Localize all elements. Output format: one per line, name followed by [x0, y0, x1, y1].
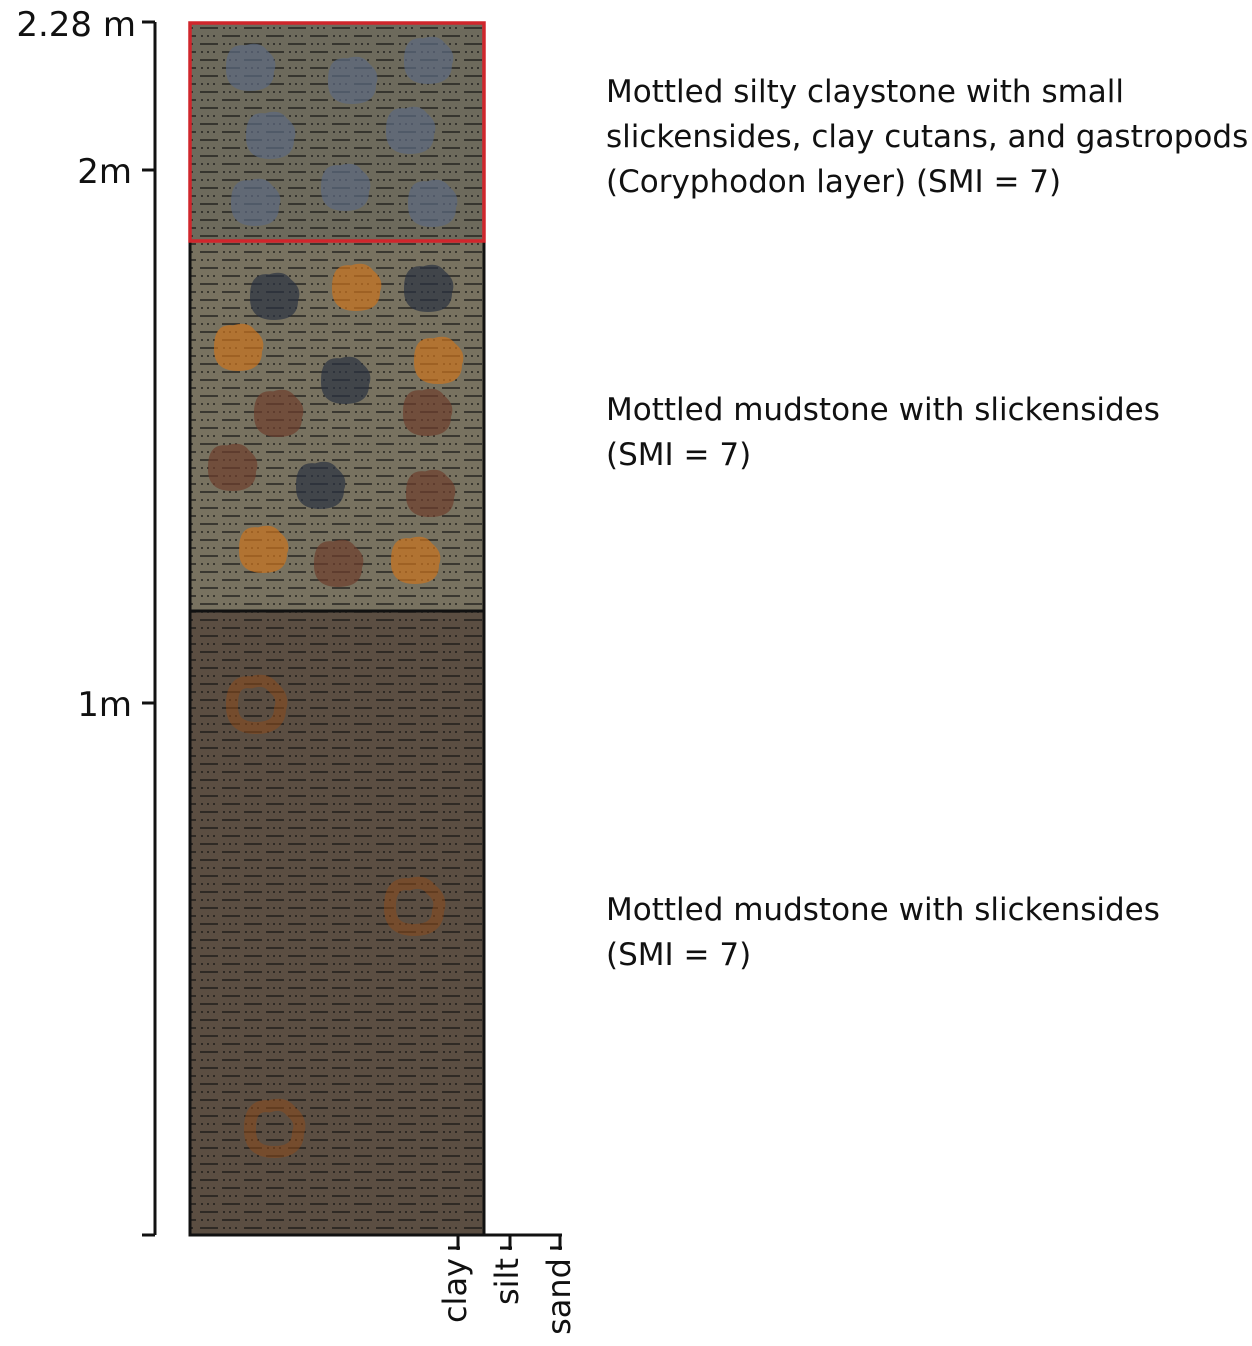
unit-description: (Coryphodon layer) (SMI = 7)	[606, 164, 1061, 200]
unit-description: (SMI = 7)	[606, 437, 751, 473]
scale-bar	[142, 22, 155, 1235]
unit-description: Mottled mudstone with slickensides	[606, 892, 1160, 928]
scale-label: 1m	[77, 685, 132, 725]
grain-label: silt	[488, 1258, 526, 1305]
unit-description: slickensides, clay cutans, and gastropod…	[606, 119, 1248, 155]
grain-label: clay	[436, 1258, 474, 1323]
grain-axis	[448, 1235, 562, 1250]
unit-description: Mottled silty claystone with small	[606, 74, 1124, 110]
unit-description: Mottled mudstone with slickensides	[606, 392, 1160, 428]
stratigraphic-column: 2.28 m 2m 1m clay silt sand Mottled silt…	[0, 0, 1252, 1342]
unit-description: (SMI = 7)	[606, 937, 751, 973]
scale-label: 2.28 m	[16, 5, 136, 45]
grain-label: sand	[540, 1258, 578, 1335]
scale-label: 2m	[77, 152, 132, 192]
